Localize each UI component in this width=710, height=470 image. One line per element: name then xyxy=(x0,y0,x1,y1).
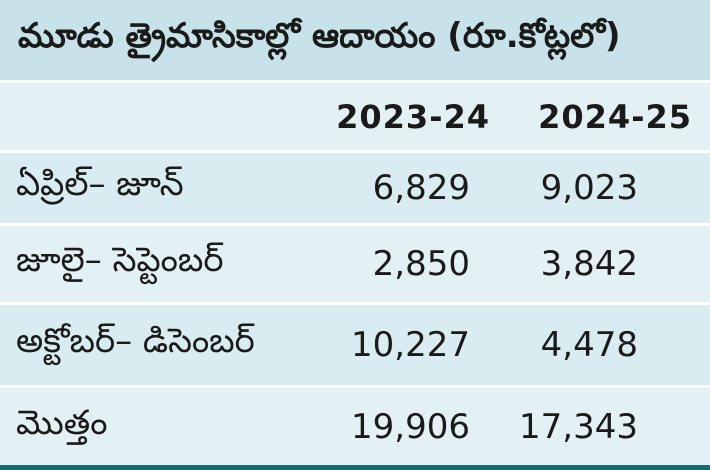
table-row: ఏప్రిల్– జూన్ 6,829 9,023 xyxy=(0,153,710,223)
column-header-2023-24: 2023-24 xyxy=(336,97,490,136)
row-label: అక్టోబర్– డిసెంబర్ xyxy=(16,321,255,361)
row-value-2024-25: 3,842 xyxy=(540,244,638,284)
divider xyxy=(0,150,710,153)
total-value-2024-25: 17,343 xyxy=(519,406,638,447)
divider xyxy=(0,223,710,226)
row-label: మొత్తం xyxy=(16,402,108,443)
row-value-2024-25: 9,023 xyxy=(540,168,638,208)
divider xyxy=(0,385,710,388)
table-title: మూడు త్రైమాసికాల్లో ఆదాయం (రూ.కోట్లలో) xyxy=(0,0,710,80)
total-row: మొత్తం 19,906 17,343 xyxy=(0,388,710,465)
row-value-2023-24: 10,227 xyxy=(351,325,470,365)
total-value-2023-24: 19,906 xyxy=(351,406,470,447)
row-label: జూలై– సెప్టెంబర్ xyxy=(16,240,224,280)
table-row: అక్టోబర్– డిసెంబర్ 10,227 4,478 xyxy=(0,305,710,385)
row-label: ఏప్రిల్– జూన్ xyxy=(16,164,184,204)
row-value-2023-24: 6,829 xyxy=(372,168,470,208)
table-row: జూలై– సెప్టెంబర్ 2,850 3,842 xyxy=(0,226,710,302)
header-row: 2023-24 2024-25 xyxy=(0,83,710,150)
divider xyxy=(0,80,710,83)
row-value-2023-24: 2,850 xyxy=(372,244,470,284)
row-value-2024-25: 4,478 xyxy=(540,325,638,365)
column-header-2024-25: 2024-25 xyxy=(538,97,692,136)
divider xyxy=(0,302,710,305)
